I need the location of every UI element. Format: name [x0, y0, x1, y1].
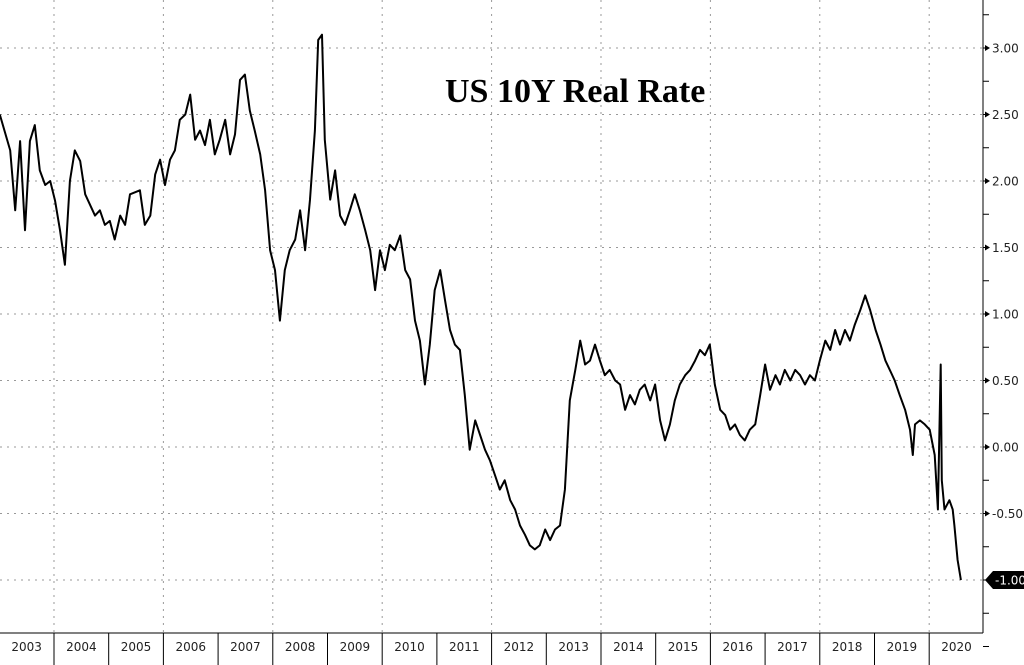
y-tick-label: -0.50 — [992, 507, 1023, 521]
y-tick-label: 0.00 — [992, 441, 1019, 455]
x-tick-label: 2007 — [230, 640, 261, 654]
x-tick-label: 2020 — [941, 640, 972, 654]
x-tick-label: 2017 — [777, 640, 808, 654]
gridlines — [0, 0, 983, 633]
y-tick-label: 1.50 — [992, 241, 1019, 255]
y-tick-arrow — [985, 111, 990, 118]
x-tick-label: 2019 — [887, 640, 918, 654]
y-tick-arrow — [985, 311, 990, 317]
y-tick-arrow — [985, 178, 990, 184]
y-tick-arrow — [985, 444, 990, 450]
x-tick-label: 2014 — [613, 640, 644, 654]
x-tick-label: 2018 — [832, 640, 863, 654]
y-tick-label: 2.00 — [992, 175, 1019, 189]
y-tick-arrow — [985, 510, 990, 517]
series-line-real-rate — [0, 33, 962, 581]
y-tick-label: 1.00 — [992, 308, 1019, 322]
x-tick-label: 2016 — [722, 640, 753, 654]
x-tick-label: 2005 — [121, 640, 152, 654]
y-tick-arrow — [985, 244, 990, 251]
x-tick-label: 2010 — [394, 640, 425, 654]
x-tick-label: 2006 — [175, 640, 206, 654]
last-value-badge — [985, 571, 1024, 589]
x-tick-label: 2004 — [66, 640, 97, 654]
x-tick-label: 2003 — [11, 640, 42, 654]
y-tick-arrow — [985, 45, 990, 51]
y-tick-arrow — [985, 377, 990, 384]
y-tick-label: 2.50 — [992, 108, 1019, 122]
y-tick-label: 0.50 — [992, 374, 1019, 388]
x-tick-label: 2011 — [449, 640, 480, 654]
x-tick-label: 2009 — [340, 640, 371, 654]
chart-title: US 10Y Real Rate — [445, 73, 705, 110]
last-value-label: -1.00 — [995, 574, 1024, 588]
x-tick-label: 2013 — [558, 640, 589, 654]
x-tick-label: 2008 — [285, 640, 316, 654]
x-tick-label: 2012 — [504, 640, 535, 654]
x-tick-label: 2015 — [668, 640, 699, 654]
last-value-marker: -1.00 — [985, 571, 1024, 589]
y-tick-label: 3.00 — [992, 42, 1019, 56]
